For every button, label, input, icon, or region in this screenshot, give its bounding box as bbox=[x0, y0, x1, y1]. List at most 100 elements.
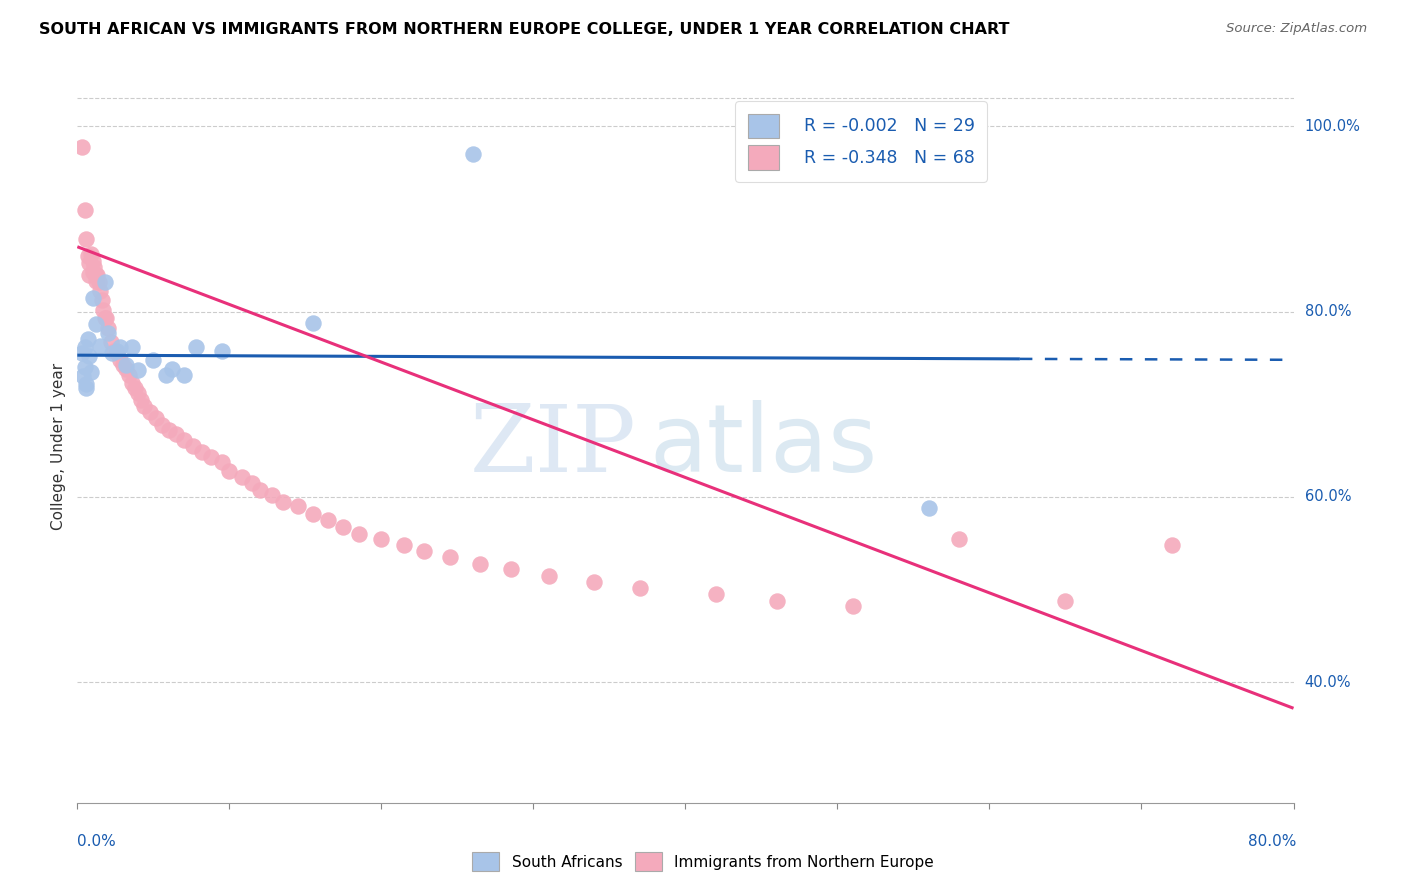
Point bbox=[80, 365, 103, 379]
Point bbox=[77, 249, 100, 263]
Point bbox=[105, 343, 128, 358]
Point bbox=[84, 317, 107, 331]
Y-axis label: College, Under 1 year: College, Under 1 year bbox=[51, 362, 66, 530]
Point bbox=[332, 519, 354, 533]
Point bbox=[841, 599, 863, 614]
Point bbox=[79, 349, 101, 363]
Text: Source: ZipAtlas.com: Source: ZipAtlas.com bbox=[1226, 22, 1367, 36]
Point bbox=[392, 538, 415, 552]
Point bbox=[79, 256, 101, 270]
Point bbox=[103, 343, 125, 358]
Point bbox=[97, 321, 120, 335]
Point bbox=[155, 368, 177, 382]
Point bbox=[87, 275, 110, 289]
Point bbox=[118, 368, 141, 382]
Text: SOUTH AFRICAN VS IMMIGRANTS FROM NORTHERN EUROPE COLLEGE, UNDER 1 YEAR CORRELATI: SOUTH AFRICAN VS IMMIGRANTS FROM NORTHER… bbox=[39, 22, 1010, 37]
Point bbox=[73, 340, 96, 354]
Text: ZIP: ZIP bbox=[470, 401, 637, 491]
Point bbox=[470, 557, 492, 571]
Text: 80.0%: 80.0% bbox=[1249, 834, 1296, 849]
Point bbox=[302, 507, 325, 521]
Point bbox=[84, 268, 107, 282]
Point bbox=[157, 423, 180, 437]
Point bbox=[231, 469, 253, 483]
Point bbox=[129, 392, 152, 407]
Point bbox=[211, 343, 233, 358]
Point bbox=[93, 311, 115, 326]
Point bbox=[499, 562, 522, 576]
Point bbox=[108, 352, 131, 367]
Point bbox=[84, 274, 107, 288]
Legend: South Africans, Immigrants from Northern Europe: South Africans, Immigrants from Northern… bbox=[465, 847, 941, 877]
Point bbox=[218, 464, 240, 478]
Point bbox=[70, 139, 93, 153]
Point bbox=[145, 411, 167, 425]
Point bbox=[115, 359, 138, 373]
Point bbox=[75, 232, 97, 246]
Text: 40.0%: 40.0% bbox=[1305, 675, 1351, 690]
Point bbox=[127, 386, 149, 401]
Point bbox=[111, 359, 134, 373]
Point bbox=[142, 352, 165, 367]
Point bbox=[200, 450, 222, 464]
Point bbox=[287, 500, 309, 514]
Point bbox=[121, 340, 143, 354]
Point bbox=[83, 260, 105, 274]
Text: 60.0%: 60.0% bbox=[1305, 490, 1351, 505]
Point bbox=[97, 326, 120, 340]
Point bbox=[70, 346, 93, 360]
Point bbox=[165, 426, 187, 441]
Point bbox=[191, 445, 214, 459]
Point bbox=[704, 587, 727, 601]
Point bbox=[240, 476, 263, 491]
Point bbox=[73, 202, 96, 217]
Point bbox=[108, 340, 131, 354]
Point bbox=[82, 265, 104, 279]
Point bbox=[583, 575, 606, 590]
Point bbox=[413, 543, 436, 558]
Point bbox=[124, 381, 146, 395]
Point bbox=[139, 405, 162, 419]
Text: 100.0%: 100.0% bbox=[1305, 119, 1361, 134]
Point bbox=[96, 311, 118, 326]
Point bbox=[181, 439, 204, 453]
Point bbox=[93, 275, 115, 289]
Point bbox=[115, 362, 138, 376]
Point bbox=[1161, 538, 1184, 552]
Point bbox=[184, 340, 207, 354]
Point bbox=[90, 293, 112, 308]
Point bbox=[91, 302, 114, 317]
Point bbox=[89, 339, 111, 353]
Point bbox=[260, 488, 283, 502]
Point bbox=[79, 268, 101, 282]
Point bbox=[249, 483, 271, 497]
Point bbox=[121, 376, 143, 390]
Point bbox=[439, 550, 461, 565]
Point bbox=[100, 335, 122, 350]
Point bbox=[1054, 594, 1077, 608]
Point bbox=[80, 247, 103, 261]
Point bbox=[73, 360, 96, 375]
Point bbox=[918, 501, 941, 516]
Point bbox=[271, 494, 294, 508]
Legend:   R = -0.002   N = 29,   R = -0.348   N = 68: R = -0.002 N = 29, R = -0.348 N = 68 bbox=[735, 102, 987, 182]
Point bbox=[302, 316, 325, 330]
Point bbox=[211, 455, 233, 469]
Point bbox=[89, 284, 111, 298]
Point bbox=[160, 362, 183, 376]
Point bbox=[628, 581, 651, 595]
Point bbox=[82, 291, 104, 305]
Point bbox=[105, 346, 128, 360]
Point bbox=[316, 513, 339, 527]
Point bbox=[134, 399, 156, 413]
Point bbox=[173, 368, 195, 382]
Point bbox=[75, 381, 97, 395]
Point bbox=[948, 532, 970, 546]
Point bbox=[461, 147, 484, 161]
Text: atlas: atlas bbox=[650, 400, 877, 492]
Point bbox=[82, 253, 104, 268]
Point bbox=[347, 527, 370, 541]
Point bbox=[77, 333, 100, 347]
Point bbox=[101, 346, 124, 360]
Text: 80.0%: 80.0% bbox=[1305, 304, 1351, 319]
